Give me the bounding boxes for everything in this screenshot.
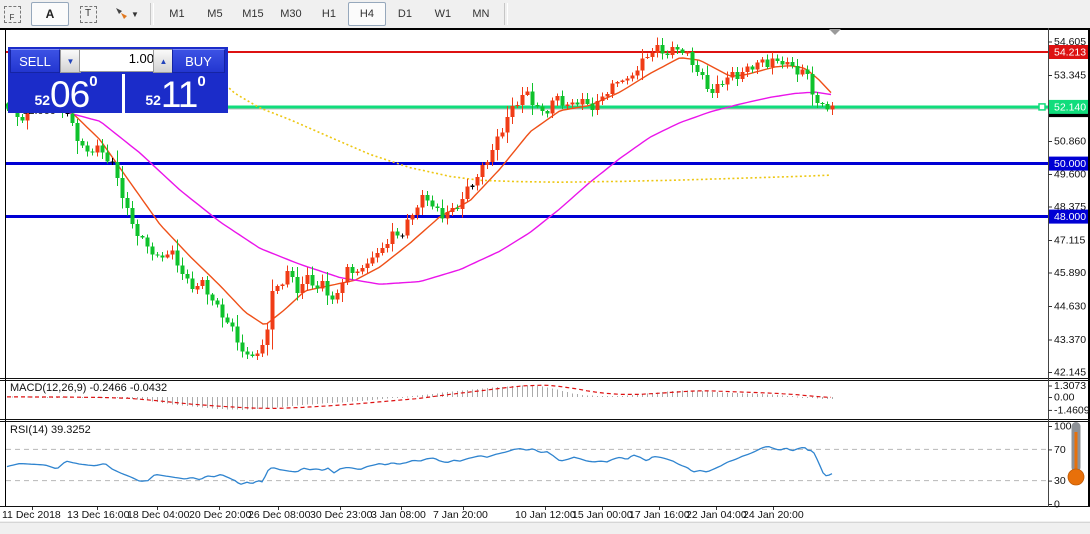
support-price-badge: 52.140	[1049, 99, 1088, 114]
round-level-48-line	[6, 215, 1048, 219]
volume-input[interactable]: 1.00	[79, 49, 161, 72]
rsi-scale-label: 30	[1054, 475, 1066, 487]
price-tick-label: 42.145	[1054, 366, 1086, 378]
timeframe-mn[interactable]: MN	[472, 8, 490, 20]
time-axis-label: 22 Jan 04:00	[686, 509, 747, 521]
arrow-tools-button[interactable]: ▼	[107, 2, 146, 26]
macd-pane[interactable]	[7, 384, 833, 410]
horizontal-lines	[6, 51, 1048, 219]
timeframe-m1[interactable]: M1	[169, 8, 185, 20]
resistance-line	[6, 51, 1048, 53]
rsi-line	[6, 446, 833, 485]
time-axis-label: 26 Dec 08:00	[248, 509, 311, 521]
letter-t-icon: T	[79, 5, 97, 23]
time-axis-label: 10 Jan 12:00	[515, 509, 576, 521]
time-axis-label: 20 Dec 20:00	[189, 509, 252, 521]
arrow-tools-icon	[114, 6, 128, 23]
price-tick-label: 45.890	[1054, 267, 1086, 279]
one-click-trade-panel: SELL ▼ 1.00 ▲ BUY 52 06 0 52 11 0	[8, 47, 228, 113]
timeframe-d1[interactable]: D1	[397, 8, 412, 20]
round-level-50-line	[6, 162, 1048, 166]
timeframe-h1[interactable]: H1	[321, 8, 336, 20]
toolbar-separator	[149, 3, 154, 25]
rsi-scale-label: 0	[1054, 499, 1060, 511]
time-axis-ticks	[32, 507, 774, 510]
price-tick-label: 49.600	[1054, 169, 1086, 181]
price-tick-label: 50.860	[1054, 135, 1086, 147]
sell-price-sup: 0	[89, 73, 98, 90]
toolbar-separator	[503, 3, 508, 25]
sell-button[interactable]: SELL	[10, 49, 60, 73]
toolbar: F A T ▼ M1 M5 M15 M30 H1 H4 D1 W1 MN	[0, 0, 1090, 28]
time-axis-label: 24 Jan 20:00	[743, 509, 804, 521]
timeframe-group: M1 M5 M15 M30 H1 H4 D1 W1 MN	[158, 0, 500, 28]
buy-price-sup: 0	[197, 73, 206, 90]
timeframe-w1[interactable]: W1	[434, 8, 452, 20]
time-axis-label: 13 Dec 16:00	[67, 509, 130, 521]
time-axis-label: 11 Dec 2018	[2, 509, 61, 521]
price-tick-label: 43.370	[1054, 334, 1086, 346]
macd-label: MACD(12,26,9) -0.2466 -0.0432	[10, 382, 168, 394]
resistance-price-badge: 54.213	[1049, 45, 1088, 59]
buy-price-big: 11	[160, 74, 198, 115]
time-axis-label: 15 Jan 00:00	[572, 509, 633, 521]
buy-button[interactable]: BUY	[172, 49, 225, 73]
volume-down-button[interactable]: ▼	[60, 49, 81, 73]
sell-price-display[interactable]: 52 06 0	[10, 74, 125, 113]
time-axis-label: 17 Jan 16:00	[629, 509, 690, 521]
macd-scale-label: 1.3073	[1054, 380, 1086, 392]
rsi-label: RSI(14) 39.3252	[10, 424, 91, 436]
rsi-scale-label: 100	[1054, 421, 1072, 433]
sell-price-big: 06	[50, 74, 90, 115]
window-bottom-strip	[0, 522, 1090, 534]
svg-text:54.213: 54.213	[1054, 47, 1086, 59]
level-48-badge: 48.000	[1049, 209, 1088, 224]
macd-signal-line	[7, 384, 832, 409]
volume-up-button[interactable]: ▲	[153, 49, 174, 73]
buy-price-prefix: 52	[145, 92, 161, 108]
price-tick-label: 44.630	[1054, 300, 1086, 312]
svg-text:48.000: 48.000	[1054, 211, 1086, 223]
ma-mid	[6, 91, 832, 285]
thermometer-icon[interactable]	[1063, 420, 1089, 488]
timeframe-m30[interactable]: M30	[280, 8, 302, 20]
buy-price-display[interactable]: 52 11 0	[125, 74, 226, 113]
dashed-frame-icon[interactable]: F	[0, 2, 31, 26]
svg-text:50.000: 50.000	[1054, 158, 1086, 170]
svg-text:52.140: 52.140	[1054, 101, 1086, 113]
level-50-badge: 50.000	[1049, 156, 1088, 171]
support-line-handle[interactable]	[1038, 103, 1046, 111]
time-axis-label: 18 Dec 04:00	[127, 509, 190, 521]
candlestick-series	[6, 37, 835, 361]
letter-a-icon: A	[45, 7, 55, 21]
chart-borders	[0, 28, 1090, 507]
rsi-scale-label: 70	[1054, 444, 1066, 456]
support-line	[6, 105, 1048, 109]
main-price-pane[interactable]	[6, 29, 1049, 361]
macd-scale-label: -1.4609	[1054, 404, 1090, 416]
timeframe-m5[interactable]: M5	[207, 8, 223, 20]
timeframe-m15[interactable]: M15	[242, 8, 264, 20]
annotation-tools-group: F A T ▼	[0, 0, 146, 28]
rsi-pane[interactable]	[6, 446, 1048, 485]
price-tick-label: 47.115	[1054, 235, 1085, 247]
macd-scale-label: 0.00	[1054, 392, 1075, 404]
time-axis-label: 3 Jan 08:00	[371, 509, 426, 521]
time-axis-label: 7 Jan 20:00	[433, 509, 488, 521]
scroll-marker-icon[interactable]	[829, 29, 841, 35]
timeframe-h4[interactable]: H4	[347, 2, 386, 26]
sell-price-prefix: 52	[34, 92, 51, 108]
text-label-button[interactable]: T	[69, 2, 107, 26]
time-axis-label: 30 Dec 23:00	[310, 509, 373, 521]
price-axis[interactable]: 54.60553.34550.86049.60048.37547.11545.8…	[1048, 36, 1090, 511]
bid-price-line	[6, 108, 1048, 110]
annotate-a-button[interactable]: A	[31, 2, 69, 26]
dashed-frame-glyph: F	[3, 5, 21, 23]
chevron-down-icon[interactable]: ▼	[131, 9, 139, 19]
price-tick-label: 53.345	[1054, 70, 1086, 82]
